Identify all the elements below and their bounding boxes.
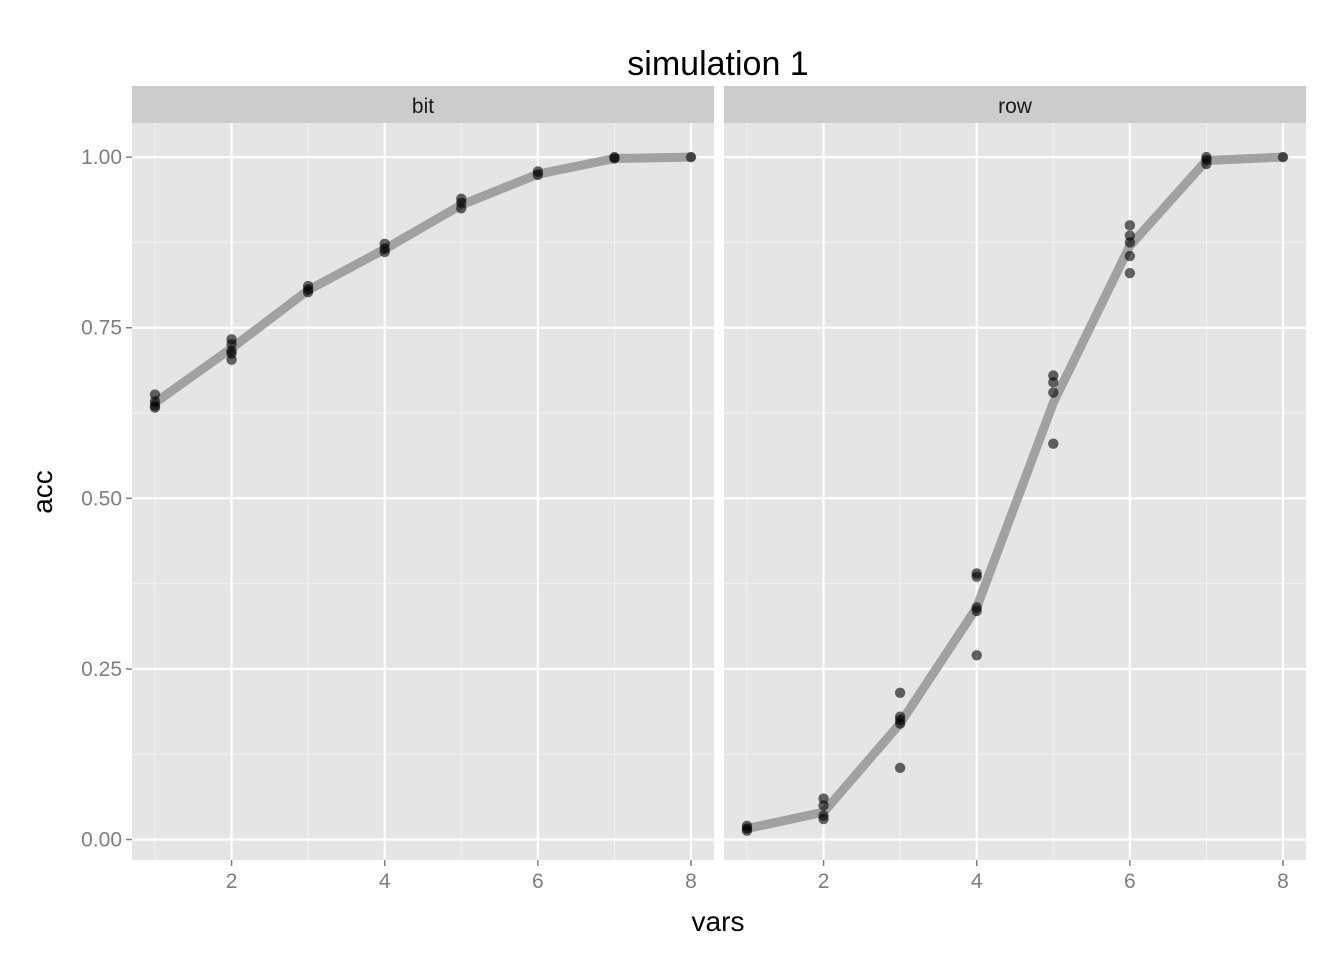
- data-point: [971, 650, 982, 661]
- y-tick-label: 1.00: [81, 146, 122, 169]
- x-tick-label: 8: [1277, 870, 1289, 893]
- data-point: [741, 825, 753, 836]
- facet-strip-label: row: [998, 95, 1033, 118]
- data-point: [971, 571, 982, 583]
- facet-strip: [132, 86, 714, 123]
- data-point: [1277, 151, 1289, 163]
- data-point: [685, 151, 697, 163]
- data-point: [149, 402, 161, 413]
- data-point: [818, 813, 829, 825]
- x-tick-label: 4: [971, 870, 983, 893]
- trend-line: [742, 152, 1288, 834]
- panel-bit: bit 2 4 6 8 0.00 0.25 0.50 0.75 1.00: [81, 86, 714, 893]
- x-tick-label: 6: [532, 870, 544, 893]
- x-axis-title: vars: [692, 906, 745, 937]
- data-point: [609, 153, 620, 164]
- trend-line: [150, 152, 696, 408]
- panel-row: row 2 4 6 8: [724, 86, 1306, 893]
- data-point: [1124, 250, 1136, 262]
- panel-background: [724, 123, 1306, 860]
- data-point: [302, 287, 314, 298]
- x-tick-label: 6: [1124, 870, 1136, 893]
- panels-layer: bit 2 4 6 8 0.00 0.25 0.50 0.75 1.00 row 2 4 6 8: [81, 86, 1306, 893]
- data-point: [379, 246, 390, 258]
- chart-title: simulation 1: [627, 45, 808, 83]
- x-tick-label: 4: [379, 870, 391, 893]
- data-point: [894, 687, 906, 699]
- data-point: [532, 169, 544, 181]
- y-tick-label: 0.75: [81, 317, 122, 340]
- data-point: [894, 718, 906, 729]
- panel-background: [132, 123, 714, 860]
- facet-strip: [724, 86, 1306, 123]
- data-point: [894, 762, 906, 774]
- data-point: [1124, 237, 1136, 248]
- y-tick-label: 0.50: [81, 487, 122, 510]
- x-tick-label: 8: [685, 870, 697, 893]
- y-tick-label: 0.00: [81, 829, 122, 852]
- x-tick-label: 2: [226, 870, 238, 893]
- data-point: [971, 605, 982, 617]
- data-point: [1201, 158, 1212, 170]
- data-point: [226, 354, 237, 365]
- data-point: [818, 800, 829, 811]
- data-point: [1124, 267, 1136, 279]
- facet-strip-label: bit: [412, 95, 434, 118]
- data-point: [1048, 438, 1059, 449]
- data-point: [1048, 387, 1059, 398]
- x-tick-label: 2: [818, 870, 830, 893]
- data-point: [1048, 377, 1059, 388]
- data-point: [1124, 220, 1136, 231]
- data-point: [456, 203, 467, 214]
- y-axis-title: acc: [27, 470, 58, 514]
- y-tick-label: 0.25: [81, 658, 122, 681]
